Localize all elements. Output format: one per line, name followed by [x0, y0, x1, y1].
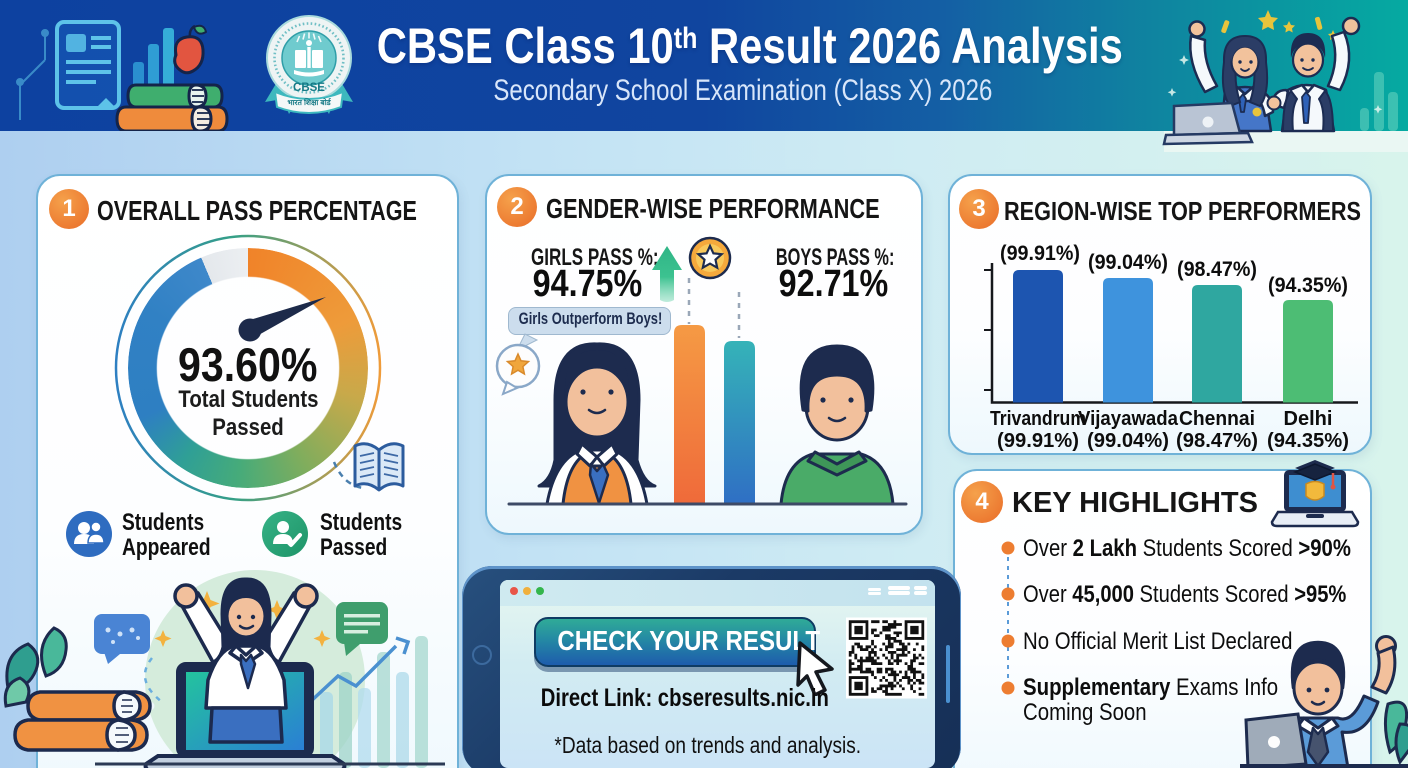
- svg-text:CBSE: CBSE: [293, 82, 325, 94]
- svg-text:भारत शिक्षा बोर्ड: भारत शिक्षा बोर्ड: [287, 98, 331, 107]
- svg-text:Delhi: Delhi: [1284, 408, 1333, 430]
- svg-text:(99.04%): (99.04%): [1087, 430, 1169, 452]
- svg-text:Trivandrum: Trivandrum: [990, 408, 1086, 430]
- svg-text:Chennai: Chennai: [1179, 408, 1255, 430]
- svg-text:(98.47%): (98.47%): [1177, 258, 1257, 281]
- svg-text:(99.04%): (99.04%): [1088, 251, 1168, 274]
- svg-text:(99.91%): (99.91%): [1000, 242, 1080, 265]
- svg-text:Vijayawada: Vijayawada: [1078, 408, 1179, 430]
- svg-text:(99.91%): (99.91%): [997, 430, 1079, 452]
- svg-text:(98.47%): (98.47%): [1176, 430, 1258, 452]
- svg-text:(94.35%): (94.35%): [1268, 274, 1348, 297]
- svg-text:(94.35%): (94.35%): [1267, 430, 1349, 452]
